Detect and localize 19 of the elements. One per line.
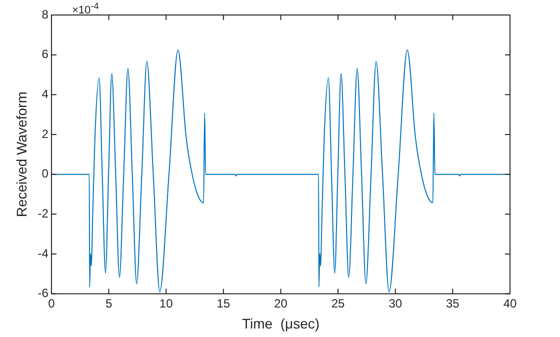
annotation: ×10$^{-4}$ (72, 1, 99, 17)
x-tick-label: 10 (159, 296, 174, 310)
x-tick-label: 20 (274, 296, 288, 310)
y-axis-title: Received Waveform (13, 92, 30, 218)
x-tick-label: 5 (105, 296, 112, 310)
y-tick-label: -6 (38, 286, 49, 300)
y-tick-label: 0 (42, 166, 49, 181)
y-tick-label: 2 (42, 126, 49, 141)
x-tick-label: 15 (216, 296, 230, 310)
x-tick-label: 40 (503, 296, 517, 310)
x-axis-title: Time (μsec) (242, 315, 320, 332)
x-tick-label: 30 (388, 296, 402, 310)
y-tick-label: -4 (38, 246, 49, 260)
x-tick-label: 25 (331, 296, 346, 310)
y-tick-label: 4 (42, 86, 49, 101)
x-tick-label: 35 (446, 296, 460, 310)
y-tick-label: -2 (38, 206, 49, 220)
y-tick-label: 8 (42, 7, 49, 22)
y-tick-label: 6 (42, 47, 49, 62)
